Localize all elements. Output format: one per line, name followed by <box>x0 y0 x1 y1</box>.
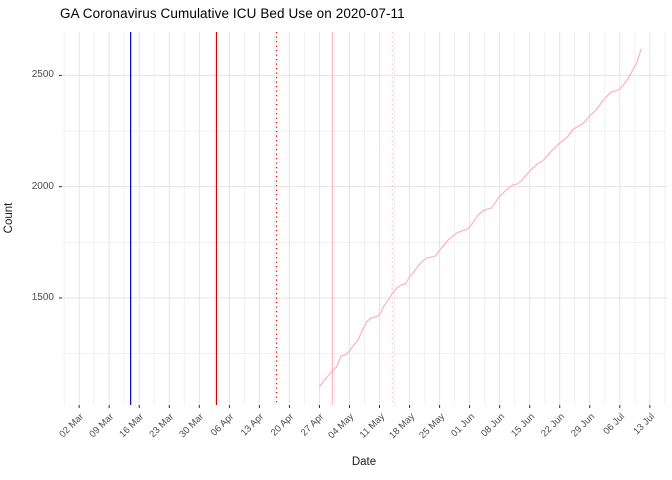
plot-panel <box>59 32 667 408</box>
chart-title: GA Coronavirus Cumulative ICU Bed Use on… <box>60 6 405 21</box>
y-tick-label: 2000 <box>31 180 54 192</box>
x-axis-title: Date <box>351 456 377 468</box>
icu-cumulative-line <box>318 48 642 388</box>
y-axis-title: Count <box>3 202 15 234</box>
y-tick-label: 2500 <box>31 69 54 81</box>
y-tick-label: 1500 <box>31 291 54 303</box>
